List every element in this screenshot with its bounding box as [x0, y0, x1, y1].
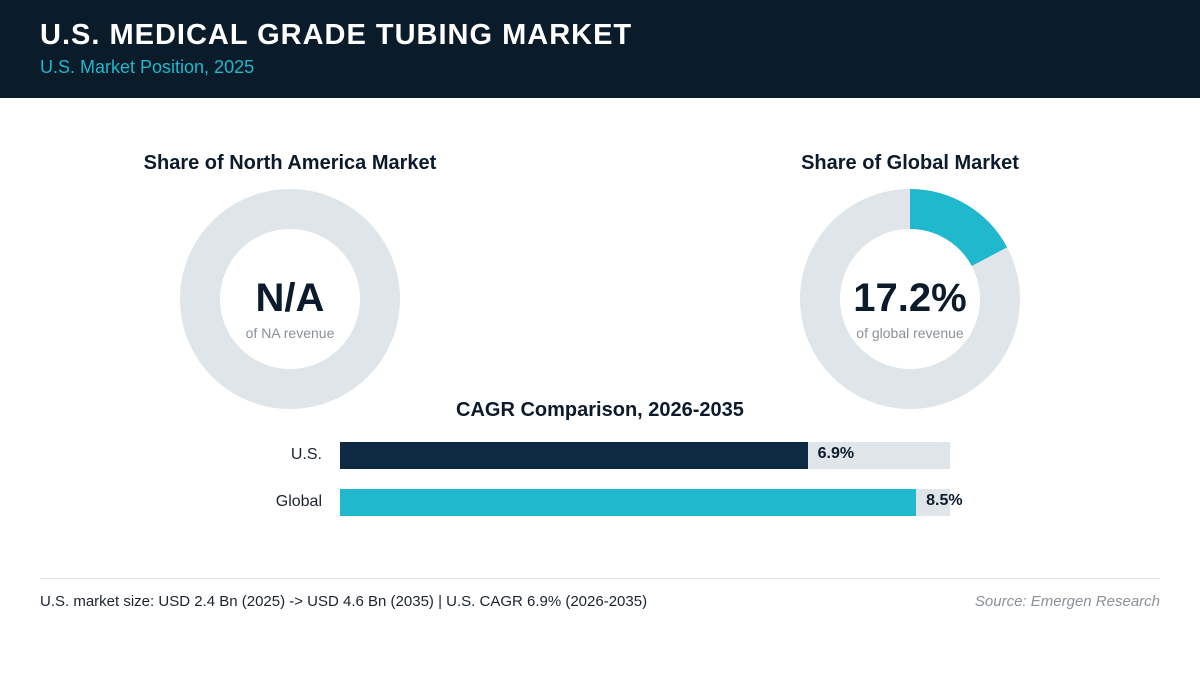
bar-track-global: 8.5%	[340, 489, 963, 516]
bar-value-global: 8.5%	[926, 492, 963, 509]
global-donut-title: Share of Global Market	[801, 152, 1019, 174]
na-share-caption: of NA revenue	[245, 325, 335, 341]
bar-us	[340, 442, 808, 469]
source-credit: Source: Emergen Research	[974, 593, 1160, 610]
bar-label-global: Global	[275, 493, 322, 510]
global-donut-slice	[909, 189, 1008, 267]
bar-value-us: 6.9%	[817, 445, 855, 462]
na-donut-title: Share of North America Market	[143, 152, 437, 174]
footer-note: U.S. market size: USD 2.4 Bn (2025) -> U…	[40, 593, 648, 610]
na-share-value: N/A	[255, 276, 325, 320]
global-share-donut	[800, 189, 1020, 409]
global-share-value: 17.2%	[853, 276, 967, 320]
header-banner: U.S. MEDICAL GRADE TUBING MARKET U.S. Ma…	[0, 0, 1200, 98]
footer-divider	[40, 578, 1160, 579]
cagr-chart-title: CAGR Comparison, 2026-2035	[456, 399, 744, 421]
global-share-caption: of global revenue	[856, 325, 964, 341]
bar-track-us: 6.9%	[340, 442, 950, 469]
bar-global	[340, 489, 917, 516]
bar-label-us: U.S.	[290, 446, 322, 463]
na-share-donut	[180, 189, 400, 409]
page-subtitle: U.S. Market Position, 2025	[40, 57, 255, 77]
na-donut-track	[180, 189, 400, 409]
page-title: U.S. MEDICAL GRADE TUBING MARKET	[40, 19, 633, 51]
